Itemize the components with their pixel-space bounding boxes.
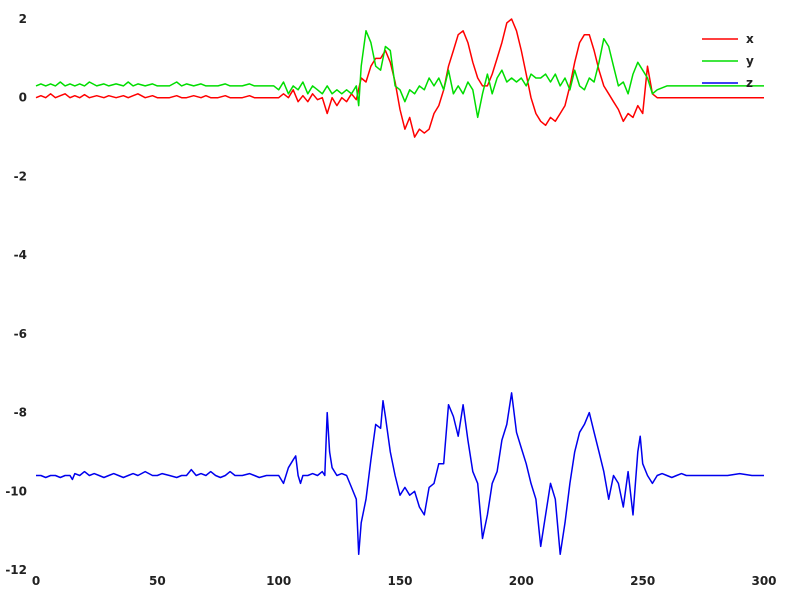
y-tick-label: 0	[19, 91, 27, 105]
legend-label-x: x	[746, 32, 754, 46]
x-axis-ticks: 0 50 100 150 200 250 300	[32, 574, 777, 588]
series-line-y	[35, 30, 764, 119]
y-tick-label: -2	[14, 169, 27, 183]
legend: xyz	[702, 32, 754, 90]
y-tick-label: -6	[14, 327, 27, 341]
series-line-x	[35, 18, 764, 138]
x-tick-label: 100	[266, 574, 291, 588]
x-tick-label: 50	[149, 574, 166, 588]
y-tick-label: -12	[5, 563, 27, 577]
x-tick-label: 250	[630, 574, 655, 588]
y-tick-label: -8	[14, 406, 27, 420]
series-layer	[35, 18, 764, 556]
y-axis-ticks: 2 0 -2 -4 -6 -8 -10 -12	[5, 12, 27, 577]
y-tick-label: 2	[19, 12, 27, 26]
y-tick-label: -4	[14, 248, 27, 262]
y-tick-label: -10	[5, 484, 27, 498]
legend-label-z: z	[746, 76, 753, 90]
series-line-z	[36, 392, 764, 556]
x-tick-label: 0	[32, 574, 40, 588]
legend-label-y: y	[746, 54, 754, 68]
x-tick-label: 300	[751, 574, 776, 588]
x-tick-label: 200	[509, 574, 534, 588]
x-tick-label: 150	[387, 574, 412, 588]
